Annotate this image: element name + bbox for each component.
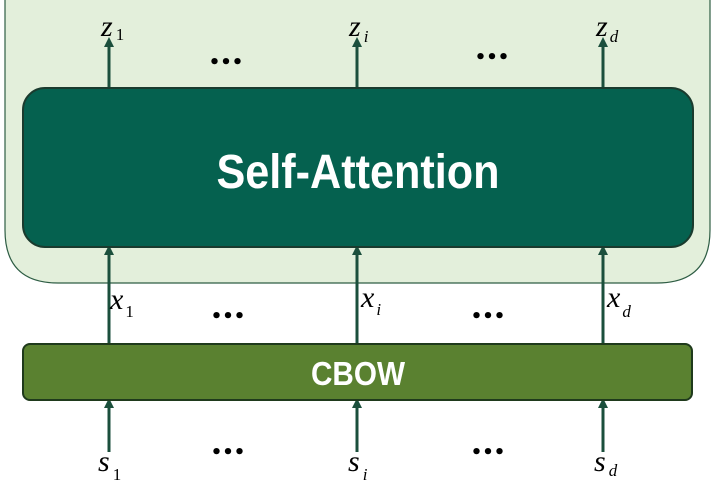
ellipsis-top-left: ••• [209, 52, 244, 73]
ellipsis-bottom-right: ••• [471, 442, 506, 463]
ellipsis-top-right: ••• [475, 47, 510, 68]
ellipsis-mid-left: ••• [211, 306, 246, 327]
ellipsis-mid-right: ••• [471, 306, 506, 327]
ellipsis-bottom-left: ••• [211, 442, 246, 463]
cbow-label: CBOW [311, 356, 405, 393]
self-attention-block [22, 87, 694, 248]
self-attention-label: Self-Attention [216, 145, 499, 199]
cbow-block [22, 343, 693, 401]
